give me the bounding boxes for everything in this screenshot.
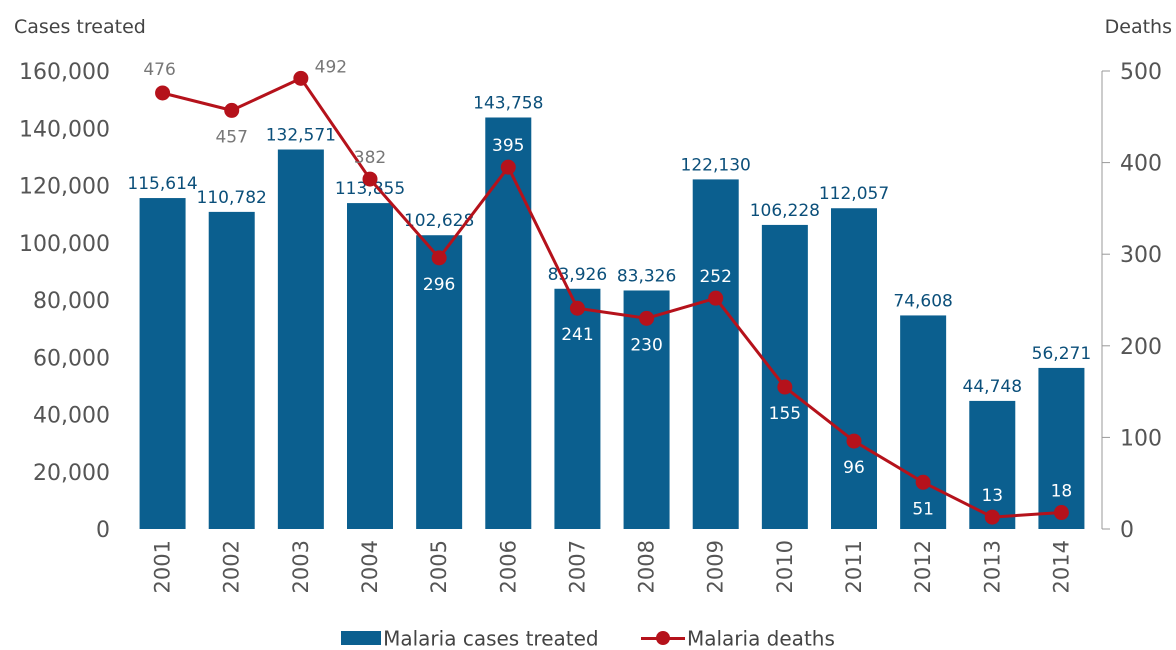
deaths-point — [915, 474, 931, 490]
deaths-data-label: 252 — [699, 267, 731, 287]
legend-item-deaths: Malaria deaths — [640, 625, 835, 650]
deaths-data-label: 18 — [1051, 482, 1073, 502]
bar — [554, 288, 601, 529]
x-tick-label: 2007 — [565, 540, 589, 593]
bar — [277, 149, 324, 530]
left-axis-tick-label: 80,000 — [33, 289, 110, 314]
deaths-data-label: 13 — [981, 486, 1003, 506]
deaths-data-label: 230 — [630, 335, 662, 355]
bar — [761, 224, 808, 529]
left-axis-tick-label: 40,000 — [33, 404, 110, 429]
left-axis-tick-label: 0 — [96, 518, 110, 543]
deaths-point — [569, 300, 585, 316]
x-tick-label: 2006 — [496, 540, 520, 593]
bar — [416, 235, 463, 529]
bar-data-label: 113,855 — [335, 179, 405, 199]
bar-data-label: 115,614 — [127, 174, 197, 194]
x-tick-label: 2004 — [358, 540, 382, 593]
bar-data-label: 110,782 — [197, 188, 267, 208]
deaths-data-label: 382 — [354, 148, 386, 168]
bar-data-label: 143,758 — [473, 93, 543, 113]
left-axis-tick-label: 20,000 — [33, 461, 110, 486]
deaths-data-label: 296 — [423, 275, 455, 295]
deaths-point — [362, 171, 378, 187]
deaths-data-label: 155 — [769, 404, 801, 424]
left-axis-tick-label: 60,000 — [33, 346, 110, 371]
bar-data-label: 44,748 — [963, 377, 1022, 397]
bar-data-label: 122,130 — [681, 155, 751, 175]
deaths-point — [155, 85, 171, 101]
deaths-point — [224, 102, 240, 118]
left-axis-tick-label: 160,000 — [19, 60, 110, 85]
legend-swatch-line — [640, 631, 685, 646]
deaths-data-label: 476 — [143, 60, 175, 80]
legend-swatch-bar — [341, 631, 382, 646]
bar-data-label: 74,608 — [893, 291, 952, 311]
legend: Malaria cases treated Malaria deaths — [0, 624, 1176, 650]
bar — [692, 179, 739, 529]
bar — [623, 290, 670, 529]
deaths-data-label: 51 — [912, 499, 934, 519]
right-axis-tick-label: 100 — [1120, 426, 1162, 451]
x-tick-label: 2003 — [289, 540, 313, 593]
left-axis-tick-label: 100,000 — [19, 232, 110, 257]
x-tick-label: 2011 — [842, 540, 866, 593]
left-axis-tick-label: 120,000 — [19, 175, 110, 200]
deaths-line — [162, 76, 1062, 519]
right-axis-tick-label: 300 — [1120, 243, 1162, 268]
deaths-point — [1053, 505, 1069, 521]
deaths-data-label: 457 — [215, 127, 247, 147]
bar-data-label: 83,326 — [617, 266, 676, 286]
left-axis-tick-label: 140,000 — [19, 117, 110, 142]
x-tick-label: 2002 — [220, 540, 244, 593]
bar — [831, 208, 877, 530]
bar-data-label: 102,628 — [404, 211, 474, 231]
x-tick-label: 2005 — [427, 540, 451, 593]
bar-data-label: 112,057 — [819, 184, 889, 204]
deaths-point — [846, 433, 862, 449]
bar-data-label: 106,228 — [750, 201, 820, 221]
deaths-point — [777, 379, 793, 395]
left-axis-title: Cases treated — [14, 16, 146, 38]
deaths-data-label: 395 — [492, 136, 524, 156]
bar — [969, 400, 1016, 529]
deaths-point — [639, 310, 655, 326]
legend-label-deaths: Malaria deaths — [686, 626, 835, 650]
bar — [139, 198, 186, 529]
bar — [1038, 367, 1085, 529]
bar-data-label: 132,571 — [266, 126, 336, 146]
x-tick-label: 2012 — [911, 540, 935, 593]
bar — [347, 203, 393, 529]
bar — [208, 211, 255, 529]
deaths-data-label: 492 — [315, 57, 347, 77]
deaths-point — [293, 70, 309, 86]
right-axis-tick-label: 500 — [1120, 60, 1162, 85]
deaths-data-label: 241 — [561, 325, 593, 345]
legend-label-cases: Malaria cases treated — [383, 626, 599, 650]
bar — [485, 117, 532, 529]
right-axis-title: Deaths — [1104, 16, 1172, 38]
x-tick-label: 2009 — [704, 540, 728, 593]
bar — [900, 315, 947, 529]
deaths-data-label: 96 — [843, 458, 865, 478]
x-tick-label: 2013 — [980, 540, 1004, 593]
x-tick-label: 2008 — [635, 540, 659, 593]
x-tick-label: 2014 — [1049, 540, 1073, 593]
deaths-point — [708, 290, 724, 306]
deaths-point — [984, 509, 1000, 525]
deaths-point — [500, 159, 516, 175]
right-axis-tick-label: 400 — [1120, 152, 1162, 177]
legend-item-cases: Malaria cases treated — [341, 625, 599, 650]
x-tick-label: 2010 — [773, 540, 797, 593]
bar-data-label: 56,271 — [1032, 344, 1091, 364]
x-tick-label: 2001 — [151, 540, 175, 593]
deaths-point — [431, 250, 447, 266]
right-axis-tick-label: 0 — [1120, 518, 1134, 543]
right-axis-tick-label: 200 — [1120, 335, 1162, 360]
